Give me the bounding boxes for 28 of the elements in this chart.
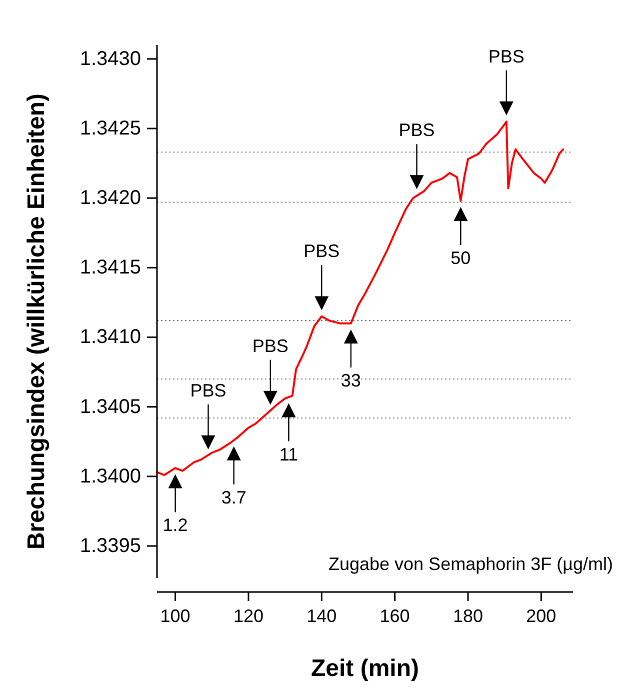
x-tick-label: 200 bbox=[526, 606, 556, 626]
annotation: 11 bbox=[279, 444, 298, 464]
y-tick-label: 1.3430 bbox=[80, 48, 141, 70]
line-series bbox=[156, 120, 564, 476]
y-tick-label: 1.3420 bbox=[80, 187, 141, 210]
x-tick-label: 180 bbox=[452, 606, 484, 626]
y-tick-label: 1.3395 bbox=[80, 534, 141, 557]
annotation: PBS bbox=[488, 46, 524, 66]
y-axis-title: Brechungsindex (willkürliche Einheiten) bbox=[23, 93, 50, 550]
annotation: 1.2 bbox=[162, 515, 188, 536]
annotation: 3.7 bbox=[221, 487, 246, 508]
y-tick-label: 1.3425 bbox=[80, 118, 141, 140]
x-tick-label: 160 bbox=[380, 606, 410, 626]
annotation: Zugabe von Semaphorin 3F (µg/ml) bbox=[328, 554, 613, 574]
x-tick-label: 100 bbox=[160, 606, 190, 626]
annotation: PBS bbox=[252, 336, 288, 356]
x-tick-label: 140 bbox=[306, 606, 337, 626]
y-tick-label: 1.3415 bbox=[80, 256, 141, 279]
y-tick-label: 1.3410 bbox=[80, 326, 141, 348]
x-tick-label: 120 bbox=[233, 606, 264, 626]
y-tick-label: 1.3400 bbox=[80, 465, 141, 488]
annotation: PBS bbox=[190, 380, 226, 400]
annotation: 50 bbox=[450, 248, 471, 268]
y-tick-label: 1.3405 bbox=[80, 396, 141, 418]
annotation: 33 bbox=[340, 370, 361, 391]
annotation: PBS bbox=[304, 241, 340, 262]
annotation: PBS bbox=[398, 120, 435, 140]
x-axis-title: Zeit (min) bbox=[311, 655, 419, 682]
